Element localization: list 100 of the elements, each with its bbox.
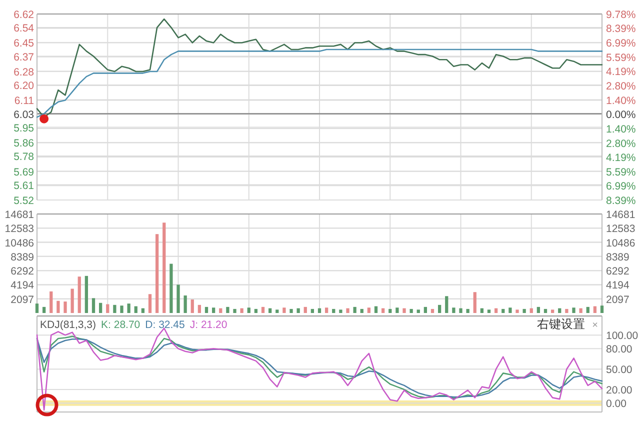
bar — [190, 300, 194, 313]
bar — [50, 291, 53, 313]
series-label: K: 28.70 — [101, 319, 140, 331]
bar — [233, 308, 236, 313]
bar — [600, 306, 604, 313]
y-tick-label: 6.28 — [14, 66, 34, 78]
y-tick-label: 80.00 — [606, 344, 632, 356]
bar — [516, 310, 519, 313]
bar — [402, 308, 406, 313]
y2-tick-label: 1.40% — [606, 94, 636, 107]
bar — [339, 310, 342, 313]
bar — [35, 304, 39, 313]
y2-tick-label: 4.19% — [606, 66, 636, 78]
bar — [494, 308, 498, 313]
y2-tick-label: 9.78% — [606, 9, 636, 21]
bar — [113, 304, 116, 313]
y2-tick-label: 6.99% — [606, 38, 636, 50]
bar — [268, 308, 272, 313]
bar — [141, 308, 145, 313]
bar — [184, 295, 187, 313]
y-tick-label: 10486 — [4, 237, 34, 250]
y2-tick-label: 2.80% — [606, 80, 636, 92]
y-tick-label: 6.54 — [14, 22, 34, 35]
bar — [410, 308, 413, 313]
y-tick-label: 100.00 — [606, 330, 638, 342]
bar — [530, 308, 533, 313]
bar — [282, 308, 286, 313]
bar — [424, 306, 428, 313]
bar — [198, 304, 202, 313]
series-label: J: 21.20 — [190, 319, 228, 331]
y-tick-label: 12583 — [4, 223, 34, 236]
bar — [480, 308, 484, 313]
bar — [84, 276, 88, 313]
y-tick-label: 6.11 — [14, 95, 34, 108]
bar — [120, 306, 124, 313]
bar — [381, 308, 385, 313]
y-tick-label: 14681 — [4, 209, 34, 221]
y-tick-label: 5.86 — [14, 138, 34, 150]
bar — [64, 302, 67, 313]
bar — [162, 222, 166, 313]
bar — [353, 306, 356, 313]
bar — [466, 308, 470, 313]
bar — [522, 308, 526, 313]
y2-tick-label: 4.19% — [606, 152, 636, 164]
bar — [219, 308, 222, 313]
bar — [388, 308, 392, 313]
bar — [396, 308, 399, 313]
y-tick-label: 6292 — [10, 266, 34, 278]
bar — [473, 292, 476, 313]
y-tick-label: 6.03 — [14, 108, 34, 121]
y-tick-label: 50.00 — [606, 364, 632, 376]
y-tick-label: 20.00 — [606, 384, 632, 397]
bar — [565, 308, 568, 313]
bar — [212, 308, 216, 313]
bar — [56, 300, 60, 313]
bar — [42, 306, 46, 313]
bar — [332, 308, 336, 313]
bar — [261, 306, 265, 313]
y-tick-label: 6.62 — [14, 9, 34, 21]
y-tick-label: 6.45 — [14, 38, 34, 50]
bar — [374, 306, 378, 313]
bar — [170, 264, 173, 313]
y-tick-label: 8389 — [10, 251, 34, 264]
y-tick-label: 5.69 — [14, 166, 34, 178]
bar — [176, 284, 180, 313]
bar — [346, 308, 350, 313]
y-tick-label: 2097 — [10, 294, 34, 306]
bar — [254, 308, 258, 313]
y-tick-label: 6.20 — [14, 80, 34, 92]
bar — [550, 310, 554, 313]
bar — [290, 308, 293, 313]
bar — [558, 308, 562, 313]
bar — [134, 306, 138, 313]
bar — [579, 308, 582, 313]
bar — [148, 294, 152, 313]
y-tick-label: 5.61 — [14, 180, 34, 192]
annotation: × — [592, 320, 598, 331]
bar — [78, 276, 81, 313]
bar — [296, 308, 300, 313]
bar — [70, 288, 74, 313]
bar — [324, 308, 328, 313]
y-tick-label: 4194 — [10, 280, 34, 292]
bar — [416, 310, 420, 313]
annotation: 右键设置 — [537, 317, 585, 331]
bar — [127, 304, 130, 313]
bar — [226, 306, 230, 313]
bar — [459, 308, 462, 313]
y2-tick-label: 0.00% — [606, 109, 636, 122]
y2-tick-label: 5.59% — [606, 166, 636, 178]
bar — [155, 234, 159, 313]
bar — [92, 298, 96, 313]
bar — [204, 306, 208, 313]
y-tick-label: 5.95 — [14, 122, 34, 134]
bar — [430, 308, 434, 313]
y2-tick-label: 1.40% — [606, 123, 636, 136]
y-tick-label: 5.52 — [14, 195, 34, 207]
bar — [247, 308, 250, 313]
y2-tick-label: 2.80% — [606, 138, 636, 150]
bar — [360, 308, 364, 313]
bar — [487, 310, 491, 313]
